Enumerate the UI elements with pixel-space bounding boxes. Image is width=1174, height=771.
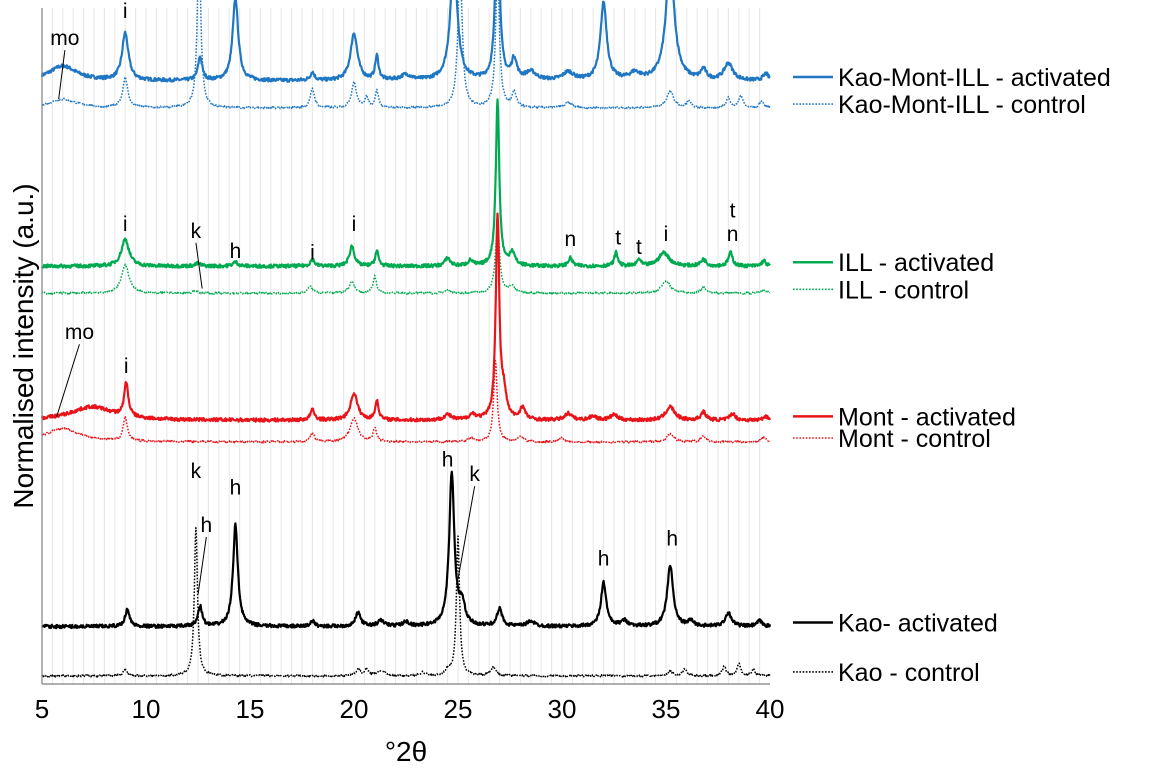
peak-label: i	[352, 213, 357, 236]
peak-label: h	[230, 240, 242, 263]
peak-label: h	[666, 527, 678, 550]
legend-label: Kao-Mont-ILL - control	[838, 91, 1086, 119]
legend-label: ILL - activated	[838, 249, 994, 277]
x-tick-label: 35	[652, 694, 681, 724]
x-axis-title: °2θ	[385, 736, 427, 767]
axes	[41, 8, 770, 685]
x-tick-label: 25	[444, 694, 473, 724]
peak-label: i	[123, 0, 128, 23]
peak-label-leader	[457, 486, 476, 580]
series-line-1	[41, 0, 771, 110]
peak-label-leader	[58, 50, 66, 100]
legend-label: ILL - control	[838, 276, 969, 304]
peak-label: h	[230, 477, 242, 500]
peak-label: n	[564, 228, 576, 251]
peak-label: t	[615, 227, 621, 250]
y-axis-title: Normalised intensity (a.u.)	[8, 183, 39, 508]
x-tick-label: 40	[756, 694, 785, 724]
legend-label: Kao - control	[838, 659, 980, 687]
series-line-2	[40, 98, 771, 269]
peak-label: i	[123, 213, 128, 236]
series-group	[40, 0, 772, 678]
peak-label: n	[727, 223, 739, 246]
x-tick-label: 15	[236, 694, 265, 724]
series-line-0	[40, 0, 771, 83]
peak-label-leader	[56, 344, 80, 418]
series-line-4	[40, 212, 772, 423]
peak-label: h	[200, 514, 212, 537]
legend-label: Kao-Mont-ILL - activated	[838, 64, 1111, 92]
peak-label: i	[664, 223, 669, 246]
peak-label: mo	[65, 321, 94, 344]
peak-label: i	[310, 241, 315, 264]
peak-label: t	[636, 236, 642, 259]
peak-label: h	[598, 548, 610, 571]
x-tick-labels: 5 10 15 20 25 30 35 40	[35, 694, 785, 724]
peak-annotations: moikhhkhhikhiinttitnmoikhhhkhh	[50, 0, 738, 595]
series-line-5	[41, 359, 771, 444]
series-line-7	[41, 527, 771, 678]
legend-label: Mont - control	[838, 425, 991, 453]
legend-label: Kao- activated	[838, 610, 998, 638]
peak-label: i	[124, 355, 129, 378]
peak-label: h	[442, 448, 454, 471]
peak-label: k	[191, 460, 202, 483]
legend-label: Mont - activated	[838, 403, 1016, 431]
peak-label: k	[191, 220, 202, 243]
peak-label: k	[469, 463, 480, 486]
x-tick-label: 20	[340, 694, 369, 724]
x-tick-label: 10	[132, 694, 161, 724]
series-line-6	[41, 470, 772, 630]
vertical-gridlines	[51, 8, 761, 684]
peak-label-leader	[197, 536, 207, 595]
peak-label-leader	[195, 242, 203, 289]
peak-label: mo	[50, 27, 79, 50]
x-tick-label: 5	[35, 694, 49, 724]
x-tick-label: 30	[548, 694, 577, 724]
peak-label: t	[730, 200, 736, 223]
